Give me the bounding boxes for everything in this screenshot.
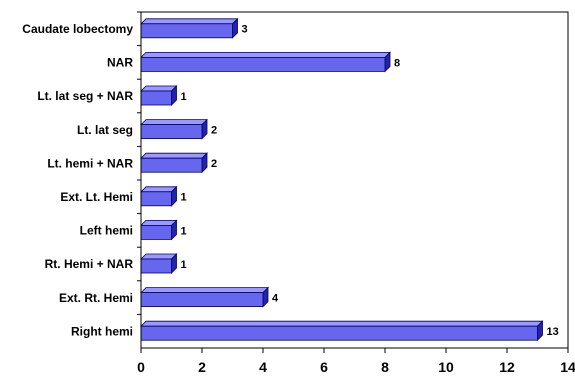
data-label: 1	[181, 225, 187, 237]
category-label: Lt. lat seg + NAR	[37, 89, 133, 103]
bar	[140, 292, 264, 308]
bar-group	[140, 118, 208, 140]
x-tick-label: 14	[560, 359, 575, 375]
bar-group	[140, 253, 178, 274]
data-label: 1	[181, 91, 187, 103]
bar-top-face	[140, 18, 239, 25]
bar	[140, 224, 172, 240]
bar	[140, 90, 172, 106]
bar-group	[140, 219, 178, 241]
bar-top-face	[140, 119, 208, 125]
bar	[140, 157, 203, 173]
category-label: Lt. lat seg	[77, 123, 133, 137]
bar	[140, 191, 172, 207]
category-label: Caudate lobectomy	[22, 22, 133, 36]
plot-frame	[140, 11, 569, 349]
bar	[140, 258, 172, 274]
x-tick-label: 2	[198, 359, 206, 375]
bar-top-face	[140, 152, 208, 159]
x-tick-label: 10	[438, 359, 454, 375]
category-label: Ext. Lt. Hemi	[60, 190, 133, 204]
bar-group	[140, 320, 544, 342]
bar-group	[140, 51, 391, 73]
category-label: Right hemi	[71, 324, 133, 338]
bar-top-face	[140, 253, 178, 260]
bar	[140, 57, 386, 72]
bar	[140, 124, 203, 139]
bar-top-face	[140, 219, 178, 226]
category-label: Ext. Rt. Hemi	[59, 291, 133, 305]
bar-group	[140, 286, 269, 308]
bar-top-face	[140, 85, 178, 92]
x-tick-label: 0	[137, 359, 145, 375]
category-label: Left hemi	[80, 224, 133, 238]
bar-group	[140, 85, 178, 106]
bar-top-face	[140, 186, 178, 193]
bar-top-face	[140, 320, 544, 327]
data-label: 2	[211, 158, 217, 170]
data-label: 13	[547, 326, 559, 338]
category-label: Rt. Hemi + NAR	[45, 257, 134, 271]
bars-layer	[140, 17, 544, 342]
data-label: 1	[181, 259, 187, 271]
data-label: 8	[394, 57, 400, 69]
x-tick-label: 6	[320, 359, 328, 375]
bar-group	[140, 17, 239, 39]
x-tick-label: 4	[259, 359, 267, 375]
axes-layer	[137, 11, 569, 353]
bar	[140, 325, 538, 341]
x-tick-label: 12	[499, 359, 515, 375]
category-label: Lt. hemi + NAR	[47, 156, 133, 170]
data-label: 2	[211, 125, 217, 137]
data-label: 4	[272, 293, 279, 305]
category-label: NAR	[107, 56, 133, 70]
data-label: 1	[181, 192, 187, 204]
x-tick-label: 8	[381, 359, 389, 375]
data-label: 3	[242, 24, 248, 36]
bar-group	[140, 185, 178, 207]
bar	[140, 23, 233, 39]
labels-layer: 3 Caudate lobectomy 8 NAR 1 Lt. lat seg + NAR…	[22, 22, 575, 375]
bar-top-face	[140, 287, 269, 294]
bar-top-face	[140, 52, 391, 58]
bar-group	[140, 152, 208, 174]
